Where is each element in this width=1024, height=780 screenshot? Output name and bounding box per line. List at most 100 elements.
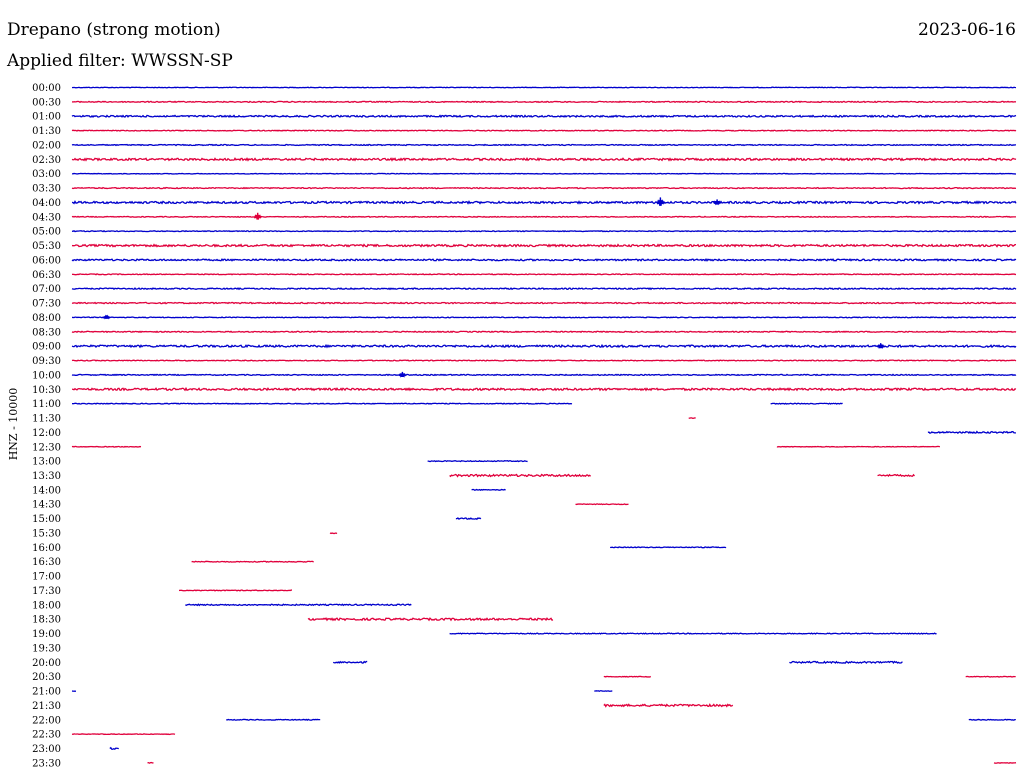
trace-segment bbox=[71, 86, 1017, 89]
trace-segment bbox=[71, 373, 1017, 377]
row-label: 05:30 bbox=[32, 241, 61, 252]
trace-segment bbox=[71, 301, 1017, 305]
row-label: 13:00 bbox=[32, 457, 61, 468]
trace-segment bbox=[71, 359, 1017, 362]
row-label: 21:00 bbox=[32, 687, 61, 698]
row-label: 13:30 bbox=[32, 471, 61, 482]
trace-segment bbox=[603, 675, 652, 678]
trace-segment bbox=[71, 733, 176, 736]
trace-segment bbox=[776, 445, 941, 448]
trace-segment bbox=[332, 660, 368, 664]
trace-segment bbox=[71, 257, 1017, 262]
trace-segment bbox=[449, 632, 937, 635]
row-label: 19:00 bbox=[32, 629, 61, 640]
trace-segment bbox=[185, 603, 412, 607]
row-label: 23:00 bbox=[32, 744, 61, 755]
row-label: 20:00 bbox=[32, 658, 61, 669]
trace-segment bbox=[178, 589, 293, 592]
trace-segment bbox=[71, 316, 1017, 319]
channel-axis-label: HNZ - 10000 bbox=[7, 388, 20, 461]
trace-segment bbox=[71, 143, 1017, 147]
row-label: 18:30 bbox=[32, 615, 61, 626]
trace-segment bbox=[71, 114, 1017, 119]
row-label: 01:00 bbox=[32, 112, 61, 123]
trace-segment bbox=[307, 617, 554, 622]
row-label: 09:00 bbox=[32, 342, 61, 353]
trace-segment bbox=[329, 532, 338, 535]
trace-segment bbox=[71, 445, 142, 448]
row-label: 04:00 bbox=[32, 198, 61, 209]
seismic-event bbox=[253, 212, 262, 220]
row-label: 06:30 bbox=[32, 270, 61, 281]
row-label: 15:30 bbox=[32, 528, 61, 539]
seismic-event bbox=[656, 197, 665, 206]
trace-segment bbox=[71, 200, 1017, 205]
row-label: 00:00 bbox=[32, 83, 61, 94]
trace-segment bbox=[927, 430, 1016, 435]
row-label: 22:30 bbox=[32, 730, 61, 741]
trace-segment bbox=[191, 560, 314, 563]
trace-segment bbox=[71, 287, 1017, 291]
row-label: 11:00 bbox=[32, 399, 61, 410]
trace-segment bbox=[449, 473, 592, 478]
row-label: 16:00 bbox=[32, 543, 61, 554]
trace-segment bbox=[789, 660, 903, 665]
trace-segment bbox=[71, 100, 1017, 104]
trace-segment bbox=[471, 488, 506, 491]
row-label: 19:30 bbox=[32, 643, 61, 654]
row-label: 10:30 bbox=[32, 385, 61, 396]
row-label: 00:30 bbox=[32, 97, 61, 108]
row-label: 20:30 bbox=[32, 672, 61, 683]
trace-segment bbox=[71, 243, 1017, 248]
row-label: 12:30 bbox=[32, 442, 61, 453]
trace-segment bbox=[109, 746, 119, 751]
trace-segment bbox=[603, 703, 734, 708]
trace-segment bbox=[770, 402, 843, 405]
row-label: 18:00 bbox=[32, 600, 61, 611]
row-label: 03:30 bbox=[32, 184, 61, 195]
trace-segment bbox=[965, 675, 1016, 678]
row-label: 02:30 bbox=[32, 155, 61, 166]
trace-segment bbox=[147, 761, 154, 764]
row-label: 01:30 bbox=[32, 126, 61, 137]
trace-segment bbox=[968, 718, 1016, 721]
trace-segment bbox=[226, 718, 321, 722]
row-label: 06:00 bbox=[32, 255, 61, 266]
trace-segment bbox=[71, 157, 1017, 162]
row-label: 11:30 bbox=[32, 414, 61, 425]
station-title: Drepano (strong motion) bbox=[7, 20, 221, 40]
trace-segment bbox=[71, 386, 1017, 392]
row-label: 07:30 bbox=[32, 299, 61, 310]
row-label: 17:30 bbox=[32, 586, 61, 597]
trace-segment bbox=[71, 343, 1017, 349]
date-label: 2023-06-16 bbox=[918, 20, 1016, 40]
trace-segment bbox=[71, 330, 1017, 334]
row-labels: 00:00 00:30 01:00 01:30 02:00 02:30 03:00 03:30… bbox=[32, 83, 61, 769]
row-label: 12:00 bbox=[32, 428, 61, 439]
row-label: 05:00 bbox=[32, 227, 61, 238]
row-label: 15:00 bbox=[32, 514, 61, 525]
row-label: 08:00 bbox=[32, 313, 61, 324]
row-label: 10:00 bbox=[32, 370, 61, 381]
row-label: 14:30 bbox=[32, 500, 61, 511]
row-label: 16:30 bbox=[32, 557, 61, 568]
trace-segment bbox=[71, 273, 1017, 276]
row-label: 14:00 bbox=[32, 485, 61, 496]
seismic-event bbox=[102, 314, 111, 320]
traces bbox=[71, 86, 1017, 764]
row-label: 09:30 bbox=[32, 356, 61, 367]
seismic-event bbox=[713, 199, 722, 206]
row-label: 23:30 bbox=[32, 758, 61, 769]
row-label: 21:30 bbox=[32, 701, 61, 712]
trace-segment bbox=[71, 186, 1017, 190]
trace-segment bbox=[993, 761, 1017, 764]
trace-segment bbox=[610, 546, 727, 549]
trace-segment bbox=[71, 215, 1017, 218]
row-label: 08:30 bbox=[32, 327, 61, 338]
trace-segment bbox=[877, 473, 915, 478]
seismic-event bbox=[398, 371, 407, 378]
trace-segment bbox=[594, 690, 613, 693]
row-label: 04:30 bbox=[32, 212, 61, 223]
trace-segment bbox=[71, 172, 1017, 175]
